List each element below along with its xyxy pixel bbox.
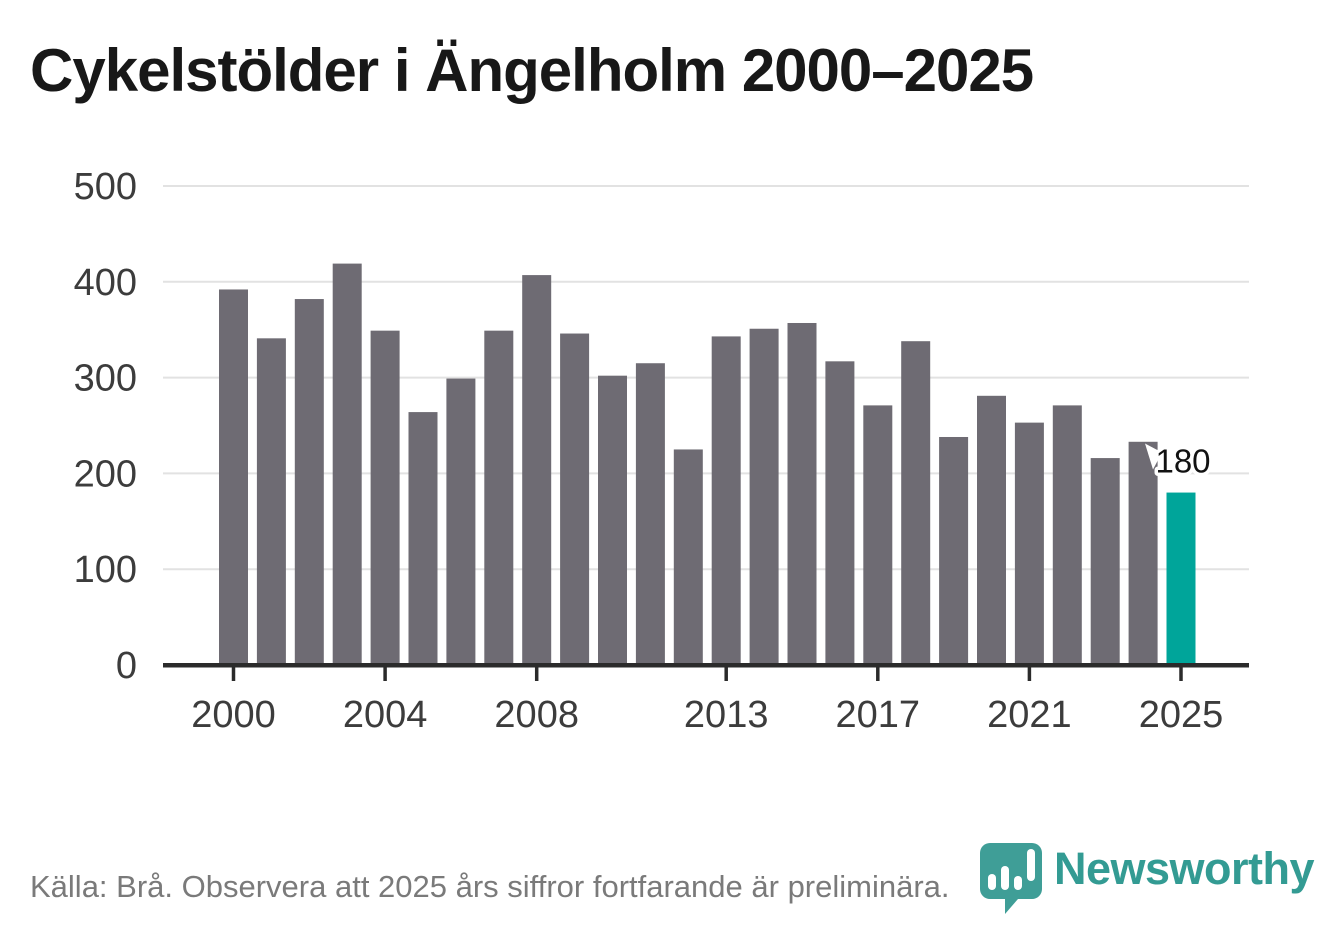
- bar-2010: [598, 375, 627, 665]
- bar-2025: [1166, 492, 1196, 665]
- bar-2004: [370, 330, 400, 665]
- bar-2023: [1090, 458, 1120, 665]
- newsworthy-wordmark: Newsworthy: [1054, 843, 1315, 894]
- bar-2021: [1014, 422, 1044, 665]
- source-note: Källa: Brå. Observera att 2025 års siffr…: [30, 869, 950, 904]
- chart-title: Cykelstölder i Ängelholm 2000–2025: [30, 37, 1034, 104]
- bar-2002: [294, 299, 324, 665]
- y-axis-label-100: 100: [74, 549, 137, 591]
- bar-2014: [749, 328, 779, 665]
- x-axis-line: [163, 663, 1249, 668]
- bar-2015: [787, 322, 817, 665]
- x-axis-label-2008: 2008: [494, 694, 579, 736]
- newsworthy-logo: Newsworthy: [978, 841, 1315, 917]
- bar-2016: [825, 361, 855, 665]
- bar-2022: [1052, 405, 1082, 665]
- bar-2009: [560, 333, 590, 665]
- bar-2020: [977, 395, 1006, 665]
- bar-2018: [901, 341, 931, 665]
- newsworthy-speech-bubble-bar-chart-icon: [980, 843, 1042, 914]
- bar-2012: [673, 449, 703, 665]
- bar-2017: [863, 405, 893, 665]
- bar-2006: [446, 378, 476, 665]
- annotation-value-2025: 180: [1155, 443, 1210, 480]
- bar-2024: [1128, 441, 1158, 665]
- bar-2013: [711, 336, 741, 665]
- x-axis-label-2025: 2025: [1139, 694, 1224, 736]
- bar-2003: [332, 263, 362, 665]
- bar-2019: [939, 436, 969, 665]
- y-axis-label-300: 300: [74, 358, 137, 400]
- y-axis-label-400: 400: [74, 262, 137, 304]
- bar-2011: [635, 363, 665, 665]
- x-axis-label-2013: 2013: [684, 694, 769, 736]
- bar-2005: [408, 412, 438, 665]
- x-axis-label-2017: 2017: [836, 694, 921, 736]
- bar-2008: [522, 275, 552, 665]
- bar-2001: [256, 338, 286, 665]
- y-axis-label-200: 200: [74, 453, 137, 495]
- bar-2007: [484, 330, 514, 665]
- y-axis-label-0: 0: [116, 645, 137, 687]
- x-axis-label-2021: 2021: [987, 694, 1072, 736]
- annotation-notch: [1145, 443, 1162, 470]
- bar-2000: [219, 289, 248, 665]
- x-axis-label-2000: 2000: [191, 694, 276, 736]
- bar-chart: 0 100 200 300 400 500 2000 2004 2008 2013 2017 2021…: [74, 166, 1249, 736]
- y-axis-label-500: 500: [74, 166, 137, 208]
- x-axis-label-2004: 2004: [343, 694, 428, 736]
